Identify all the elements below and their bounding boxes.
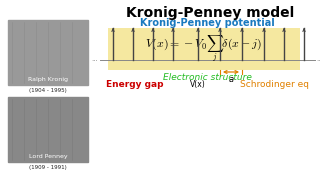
Text: V(x): V(x)	[190, 80, 206, 89]
Text: $V(x) = -V_0 \sum_j \delta(x - j)$: $V(x) = -V_0 \sum_j \delta(x - j)$	[145, 33, 263, 65]
Text: ...: ...	[91, 56, 98, 62]
Text: ...: ...	[316, 56, 320, 62]
Text: Kronig-Penney potential: Kronig-Penney potential	[140, 18, 274, 28]
Bar	[8, 97, 88, 162]
Text: Schrodinger eq: Schrodinger eq	[241, 80, 309, 89]
Text: Energy gap: Energy gap	[106, 80, 164, 89]
Text: Ralph Kronig: Ralph Kronig	[28, 77, 68, 82]
Bar	[108, 28, 300, 70]
Text: a: a	[228, 75, 234, 84]
Text: (1904 - 1995): (1904 - 1995)	[29, 88, 67, 93]
Bar	[8, 20, 88, 85]
Text: (1909 - 1991): (1909 - 1991)	[29, 165, 67, 170]
Text: Lord Penney: Lord Penney	[29, 154, 67, 159]
Text: Kronig-Penney model: Kronig-Penney model	[126, 6, 294, 20]
Text: Electronic structure: Electronic structure	[163, 73, 252, 82]
